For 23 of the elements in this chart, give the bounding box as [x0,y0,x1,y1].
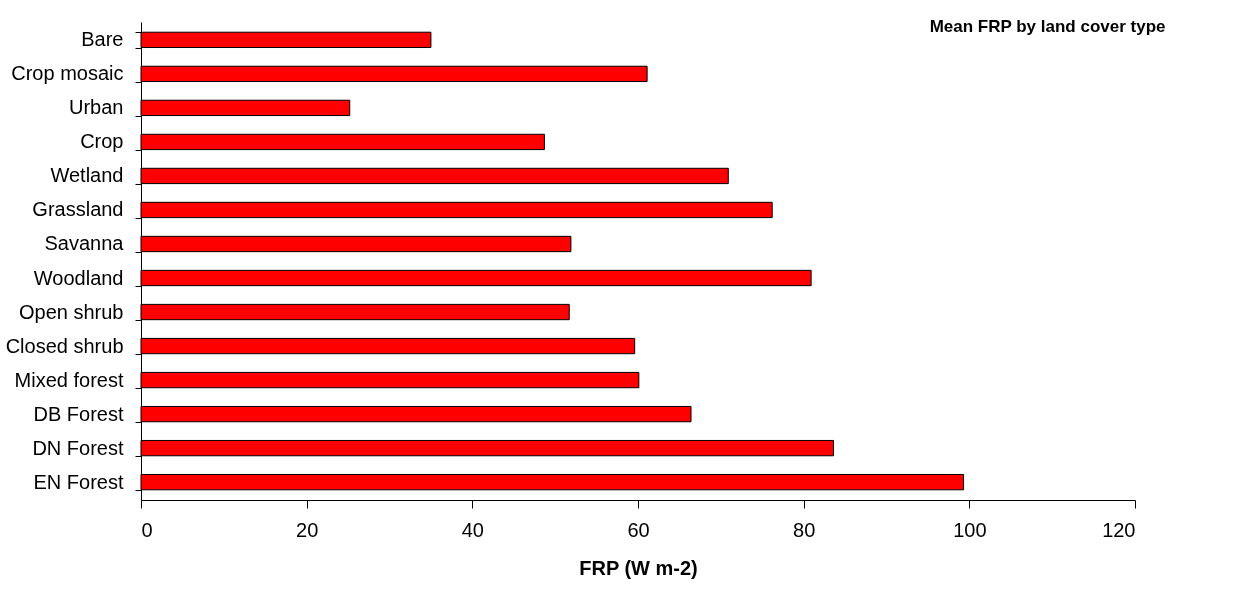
x-tick-label: 0 [141,518,153,541]
y-tick-label: DN Forest [32,436,124,459]
y-tick-label: Closed shrub [5,334,124,357]
y-tick-label: Wetland [50,164,124,187]
x-tick-label: 40 [461,518,484,541]
y-tick-label: EN Forest [33,470,124,493]
x-tick-label: 60 [627,518,650,541]
y-tick-label: Grassland [32,198,124,221]
y-tick-label: Open shrub [18,300,124,323]
y-tick-label: Mixed forest [14,368,124,391]
chart-title: Mean FRP by land cover type [929,17,1166,36]
y-tick-label: Crop [80,130,124,153]
y-tick-label: Crop mosaic [11,62,124,85]
y-tick-label: Savanna [44,232,125,255]
x-tick-label: 80 [793,518,816,541]
x-axis-title: FRP (W m-2) [579,556,698,579]
x-tick-label: 120 [1102,518,1136,541]
y-tick-label: Urban [69,96,124,119]
x-tick-label: 20 [296,518,319,541]
y-tick-label: Woodland [33,266,124,289]
x-tick-label: 100 [953,518,987,541]
y-tick-label: DB Forest [33,402,124,425]
y-tick-label: Bare [81,28,124,51]
